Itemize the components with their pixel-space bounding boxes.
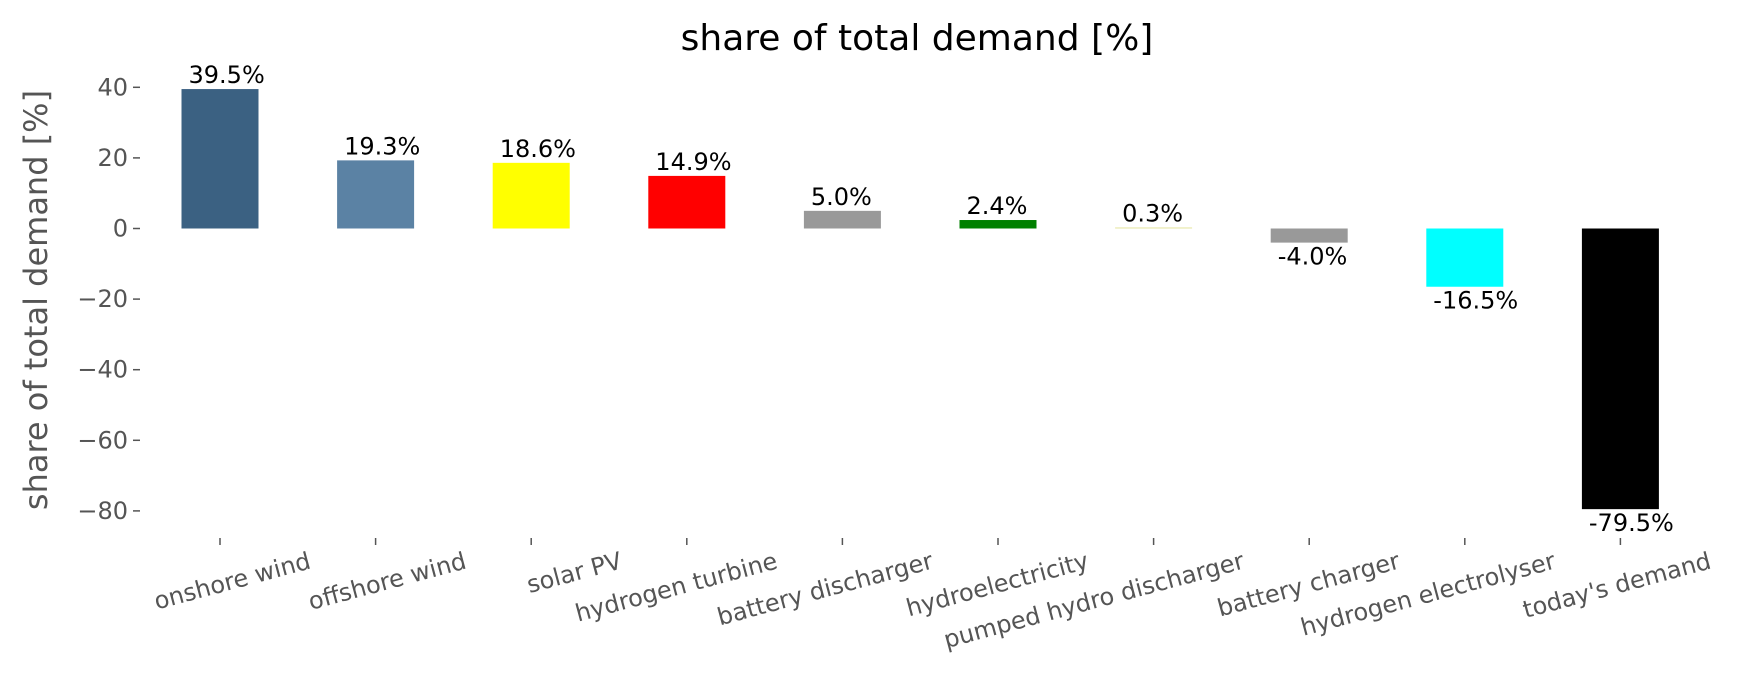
bar [492, 162, 570, 229]
y-axis-label: share of total demand [%] [17, 90, 55, 510]
y-tick-label: −80 [77, 497, 128, 525]
bar [181, 89, 259, 229]
data-label: 0.3% [1122, 199, 1183, 227]
bars [181, 89, 1659, 510]
data-label: -4.0% [1278, 243, 1348, 271]
bar [1581, 228, 1659, 510]
data-label: 5.0% [811, 183, 872, 211]
y-tick-label: 20 [97, 144, 128, 172]
y-axis-ticks: 40 20 0 −20 −40 −60 −80 [77, 73, 140, 525]
x-tick-label: offshore wind [305, 547, 469, 616]
data-label: 18.6% [500, 135, 576, 163]
y-tick-label: −20 [77, 285, 128, 313]
data-label: -79.5% [1589, 509, 1674, 537]
data-label: 2.4% [967, 192, 1028, 220]
y-tick-label: 40 [97, 73, 128, 101]
bar [803, 210, 881, 229]
data-label: 39.5% [189, 61, 265, 89]
y-tick-label: 0 [113, 215, 128, 243]
data-label: 19.3% [344, 132, 420, 160]
bar [1426, 228, 1504, 287]
x-tick-label: hydrogen electrolyser [1298, 547, 1559, 642]
bar [1270, 228, 1348, 243]
bar [1115, 227, 1193, 229]
bar [648, 175, 726, 229]
bar [959, 220, 1037, 229]
chart-title: share of total demand [%] [681, 18, 1154, 59]
y-tick-label: −40 [77, 356, 128, 384]
data-label: 14.9% [655, 148, 731, 176]
data-label: -16.5% [1433, 287, 1518, 315]
data-labels: 39.5% 19.3% 18.6% 14.9% 5.0% 2.4% 0.3% -4.0% -16… [189, 61, 1674, 537]
x-tick-label: onshore wind [151, 547, 314, 616]
bar [337, 160, 415, 229]
y-tick-label: −60 [77, 426, 128, 454]
